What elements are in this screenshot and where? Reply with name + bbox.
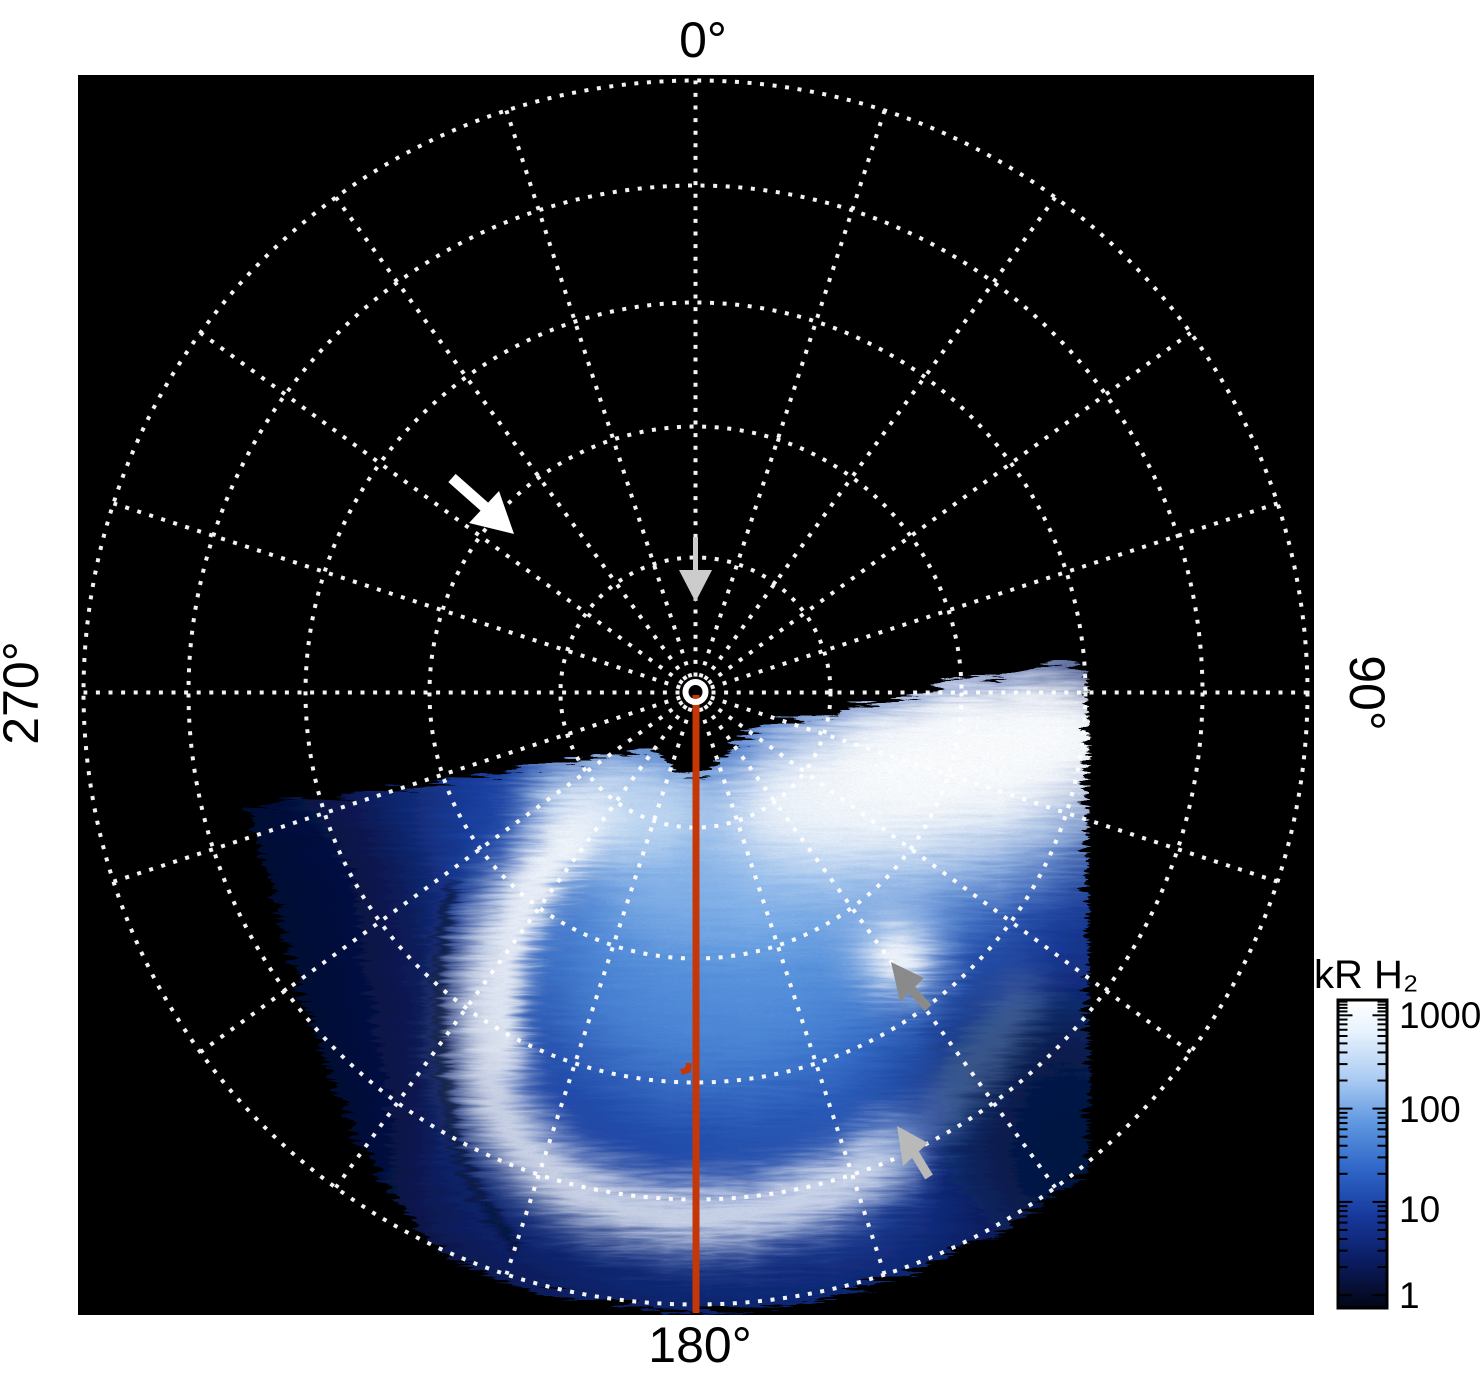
- angle-label-top: 0°: [679, 12, 727, 68]
- red-tick-mark: [680, 1062, 692, 1075]
- colorbar-tick-label-100: 100: [1399, 1089, 1461, 1130]
- colorbar-tick-label-1: 1: [1399, 1275, 1420, 1316]
- colorbar-tick-label-10: 10: [1399, 1189, 1440, 1230]
- colorbar-frame: [1336, 998, 1389, 1310]
- colorbar-gradient: [1338, 1000, 1387, 1308]
- angle-label-right: 90°: [1339, 655, 1395, 731]
- angle-label-bottom: 180°: [648, 1317, 751, 1373]
- white-arrow: [448, 473, 514, 534]
- angle-label-left: 270°: [0, 641, 49, 744]
- grid-circle: [558, 555, 833, 830]
- colorbar-ticks: [1339, 1000, 1386, 1297]
- colorbar: kR H₂ 1000 100 10 1: [1314, 953, 1481, 1316]
- bright-spot-arrow: [891, 962, 932, 1011]
- grid-circle: [303, 300, 1088, 1085]
- pole-marker-ring: [682, 679, 709, 705]
- colorbar-title: kR H₂: [1314, 953, 1418, 997]
- colorbar-tick-label-1000: 1000: [1399, 995, 1481, 1036]
- arc-edge-arrow: [897, 1126, 933, 1180]
- pole-pointer-arrow: [679, 537, 712, 602]
